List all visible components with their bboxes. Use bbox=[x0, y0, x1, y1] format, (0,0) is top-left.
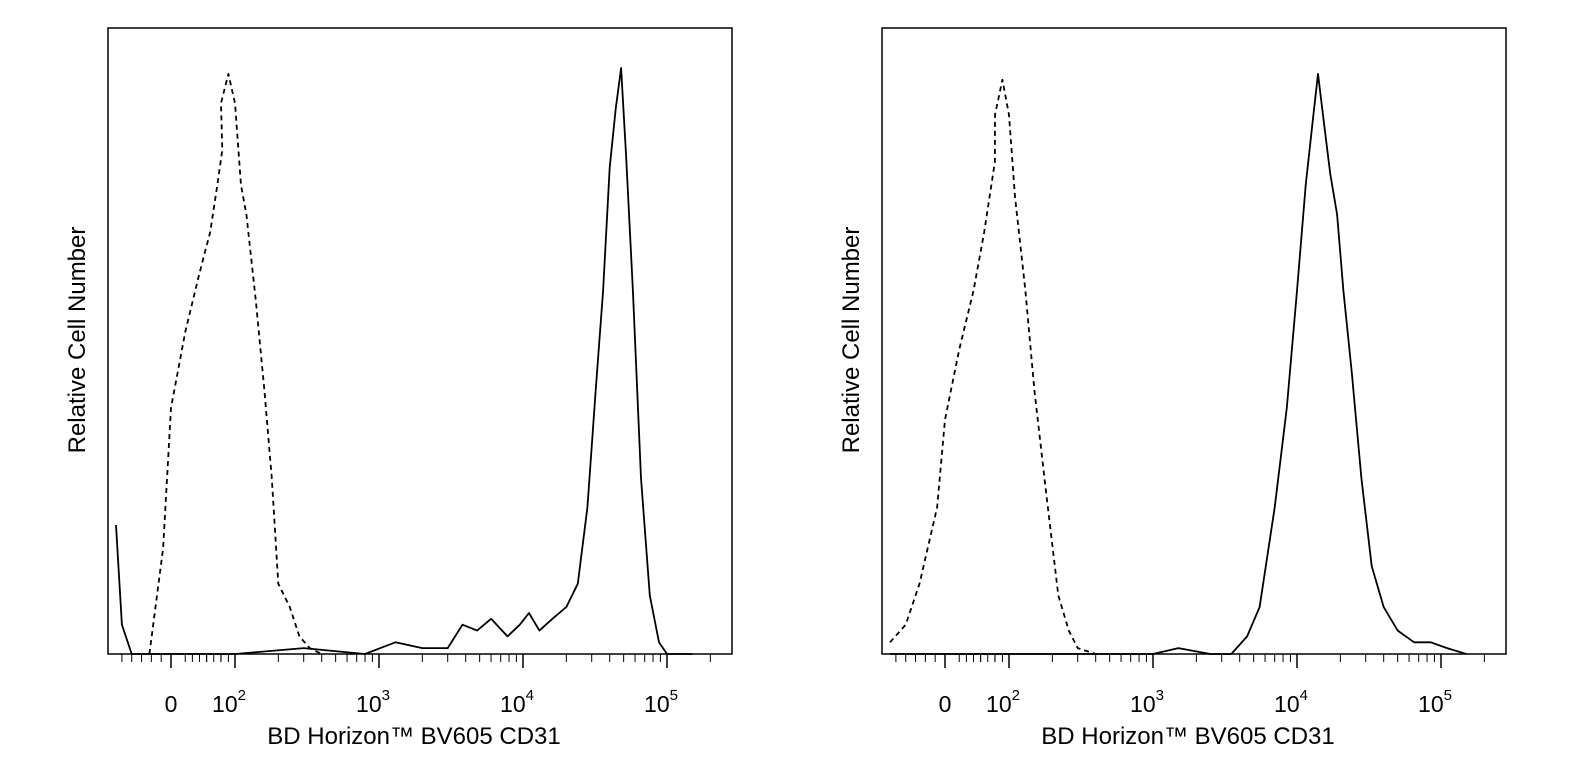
isotype-control-curve bbox=[148, 73, 323, 655]
x-tick-label: 0 bbox=[939, 691, 952, 717]
stained-sample-curve bbox=[890, 73, 1467, 655]
x-axis-ticks bbox=[121, 654, 711, 668]
x-tick-exponent: 5 bbox=[670, 687, 678, 704]
histogram-curves bbox=[889, 73, 1467, 655]
x-tick-label: 102 bbox=[986, 687, 1020, 717]
stained-sample-curve bbox=[115, 67, 693, 655]
histogram-panel-left: 0 102 103 104 105 Relative Cell Number BD Ho… bbox=[64, 27, 733, 750]
x-tick-label: 105 bbox=[644, 687, 678, 717]
x-tick-label: 0 bbox=[165, 691, 178, 717]
x-tick-exponent: 2 bbox=[238, 687, 246, 704]
x-axis-ticks bbox=[895, 654, 1485, 668]
y-axis-label: Relative Cell Number bbox=[838, 227, 865, 454]
x-tick-exponent: 3 bbox=[1156, 687, 1164, 704]
x-tick-exponent: 2 bbox=[1012, 687, 1020, 704]
x-tick-label: 103 bbox=[1130, 687, 1164, 717]
y-axis-label: Relative Cell Number bbox=[64, 227, 91, 454]
x-tick-exponent: 4 bbox=[526, 687, 534, 704]
histogram-panel-right: 0 102 103 104 105 Relative Cell Number BD Ho… bbox=[838, 27, 1507, 750]
x-tick-label: 103 bbox=[356, 687, 390, 717]
x-tick-label: 105 bbox=[1418, 687, 1452, 717]
x-tick-labels: 0 102 103 104 105 bbox=[165, 687, 678, 717]
x-tick-label: 102 bbox=[212, 687, 246, 717]
plot-frame bbox=[881, 27, 1507, 655]
x-tick-labels: 0 102 103 104 105 bbox=[939, 687, 1452, 717]
x-axis-label: BD Horizon™ BV605 CD31 bbox=[267, 723, 560, 750]
x-tick-label: 104 bbox=[500, 687, 534, 717]
isotype-control-curve bbox=[889, 78, 1096, 655]
x-tick-exponent: 5 bbox=[1444, 687, 1452, 704]
x-tick-exponent: 4 bbox=[1300, 687, 1308, 704]
x-axis-label: BD Horizon™ BV605 CD31 bbox=[1041, 723, 1334, 750]
x-tick-label: 104 bbox=[1274, 687, 1308, 717]
plot-frame bbox=[107, 27, 733, 655]
histogram-curves bbox=[115, 67, 693, 655]
x-tick-exponent: 3 bbox=[382, 687, 390, 704]
